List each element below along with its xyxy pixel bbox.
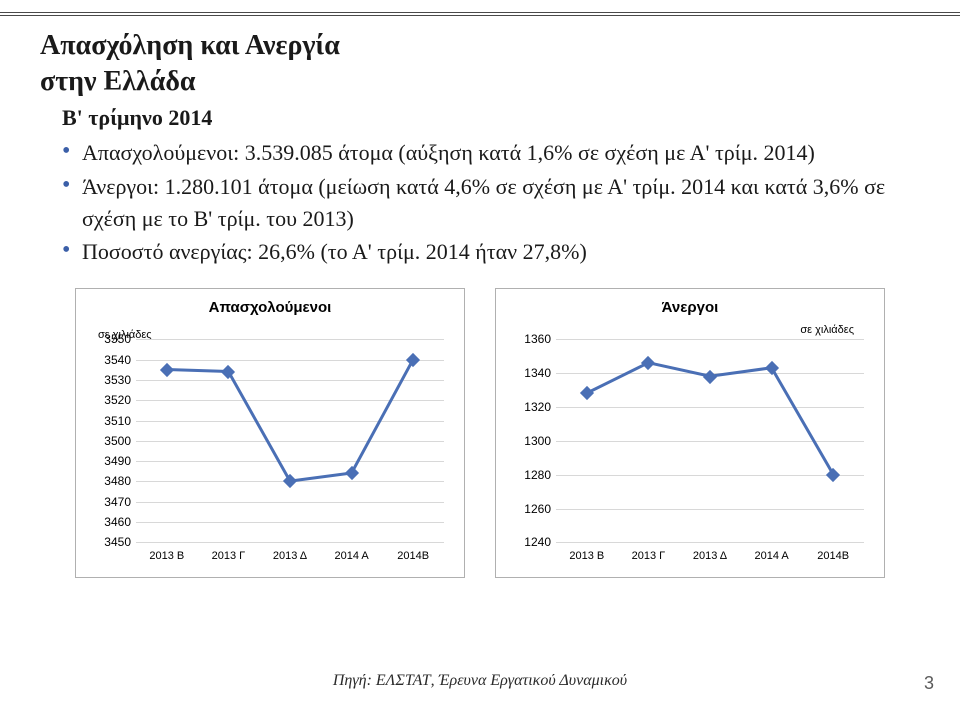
y-tick-label: 3480	[91, 474, 131, 488]
chart-employed: Απασχολούμενοι σε χιλιάδες 3450346034703…	[75, 288, 465, 578]
bullet-item: Ποσοστό ανεργίας: 26,6% (το Α' τρίμ. 201…	[62, 236, 920, 268]
x-tick-label: 2013 Β	[149, 550, 184, 562]
x-tick-label: 2014 Α	[334, 550, 368, 562]
chart-sublabel: σε χιλιάδες	[800, 324, 854, 336]
x-tick-label: 2014Β	[397, 550, 429, 562]
y-tick-label: 3530	[91, 373, 131, 387]
y-tick-label: 3460	[91, 515, 131, 529]
y-tick-label: 1280	[511, 468, 551, 482]
title-line-1: Απασχόληση και Ανεργία	[40, 30, 340, 61]
y-tick-label: 3520	[91, 393, 131, 407]
chart-title: Άνεργοι	[496, 299, 884, 316]
y-tick-label: 1240	[511, 535, 551, 549]
y-tick-label: 3540	[91, 353, 131, 367]
y-tick-label: 1300	[511, 434, 551, 448]
x-tick-label: 2014 Α	[754, 550, 788, 562]
x-tick-label: 2013 Γ	[212, 550, 246, 562]
y-tick-label: 1340	[511, 366, 551, 380]
bullet-list: Απασχολούμενοι: 3.539.085 άτομα (αύξηση …	[62, 137, 920, 269]
top-double-rule	[0, 0, 960, 16]
y-tick-label: 3450	[91, 535, 131, 549]
y-tick-label: 3490	[91, 454, 131, 468]
y-tick-label: 1320	[511, 400, 551, 414]
y-tick-label: 3550	[91, 332, 131, 346]
chart-series	[136, 339, 444, 542]
bullet-item: Απασχολούμενοι: 3.539.085 άτομα (αύξηση …	[62, 137, 920, 169]
charts-row: Απασχολούμενοι σε χιλιάδες 3450346034703…	[40, 288, 920, 578]
x-tick-label: 2013 Β	[569, 550, 604, 562]
chart-plot-area: 12401260128013001320134013602013 Β2013 Γ…	[556, 339, 864, 542]
page-title: Απασχόληση και Ανεργία στην Ελλάδα	[40, 28, 920, 101]
page-number: 3	[924, 673, 934, 694]
y-tick-label: 3470	[91, 495, 131, 509]
chart-unemployed: Άνεργοι σε χιλιάδες 12401260128013001320…	[495, 288, 885, 578]
y-tick-label: 3500	[91, 434, 131, 448]
x-tick-label: 2013 Γ	[632, 550, 666, 562]
y-tick-label: 3510	[91, 414, 131, 428]
footer-source: Πηγή: ΕΛΣΤΑΤ, Έρευνα Εργατικού Δυναμικού	[0, 672, 960, 690]
chart-title: Απασχολούμενοι	[76, 299, 464, 316]
chart-plot-area: 3450346034703480349035003510352035303540…	[136, 339, 444, 542]
subtitle: Β' τρίμηνο 2014	[62, 105, 920, 131]
x-tick-label: 2013 Δ	[273, 550, 307, 562]
y-tick-label: 1260	[511, 502, 551, 516]
bullet-item: Άνεργοι: 1.280.101 άτομα (μείωση κατά 4,…	[62, 171, 920, 235]
title-line-2: στην Ελλάδα	[40, 66, 196, 97]
y-tick-label: 1360	[511, 332, 551, 346]
x-tick-label: 2013 Δ	[693, 550, 727, 562]
x-tick-label: 2014Β	[817, 550, 849, 562]
